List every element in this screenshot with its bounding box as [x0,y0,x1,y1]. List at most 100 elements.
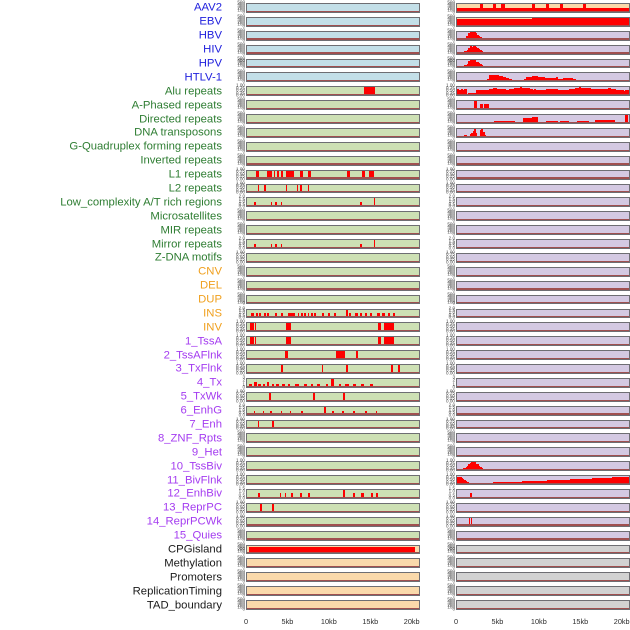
bar [479,104,482,110]
bar [467,49,469,54]
bar [500,75,502,82]
baseline [247,482,419,484]
bar [621,18,624,26]
bar [563,479,565,484]
y-tick-label: 200 [447,144,455,150]
y-axis: 500 400 300 200 100 0 [226,42,246,57]
bar [474,462,476,471]
track-label-10-tssbiv: 10_TssBiv [170,460,223,473]
bar [545,77,548,82]
bar [518,87,521,96]
y-tick-label: 200 [447,561,455,567]
bar [543,7,545,12]
y-tick-label: 1.00 [236,360,245,366]
bar [382,313,385,318]
track-left-promoters: 500 400 300 200 100 0 [226,569,420,584]
bar [373,198,376,207]
baseline [247,191,419,193]
track-label-9-het: 9_Het [191,446,222,459]
plot-area [246,127,420,138]
bar [524,118,527,123]
y-tick-label: 100 [447,549,455,555]
track-label-6-enhg: 6_EnhG [180,404,222,417]
bar [458,19,461,26]
bar [577,7,580,12]
bar [465,467,468,471]
bar [607,7,610,12]
y-tick-label: 2.0 [448,402,455,408]
bar [502,4,505,12]
y-tick-label: 100 [237,21,245,27]
y-tick-label: 200 [447,47,455,53]
plot-area [246,280,420,291]
bar [590,478,593,484]
bar [535,116,538,123]
y-tick-label: 300 [447,281,455,287]
y-tick-label: 0.25 [446,395,455,401]
bar [468,33,471,40]
plot-area [456,447,630,458]
bar [471,31,474,40]
y-axis: 1.00 0.75 0.50 0.25 0.00 [226,250,246,265]
bar [596,119,598,123]
bar [555,18,558,26]
y-tick-label: 100 [447,7,455,13]
y-tick-label: 0 [452,231,455,237]
track-right-15-quies: 500 400 300 200 100 0 [436,528,630,543]
bar [254,323,257,332]
track-left-mir-repeats: 500 400 300 200 100 0 [226,222,420,237]
y-tick-label: 500 [447,13,455,19]
track-right-6-enhg: 2.0 1.5 1.0 0.5 0.0 [436,402,630,418]
plot-area [246,336,420,347]
bar [588,18,591,26]
bar-layer [247,170,419,179]
bar [462,89,465,96]
y-tick-label: 0 [242,106,245,112]
bar [391,365,393,373]
bar [275,313,278,318]
bar [501,89,504,96]
bar [462,479,465,484]
bar [474,101,476,110]
bar [492,19,495,26]
bar [571,479,574,484]
bar [555,89,558,96]
y-tick-label: 0.75 [236,321,245,327]
bar [521,87,524,96]
y-tick-label: 500 [237,69,245,75]
bar [308,170,312,179]
y-tick-label: 1.00 [446,346,455,352]
y-tick-label: 1.5 [448,485,455,491]
bar [299,170,303,179]
y-tick-label: 200 [237,602,245,608]
track-label-low-complexity-a-t-rich-regions: Low_complexity A/T rich regions [60,196,222,209]
baseline [457,385,629,387]
track-left-htlv-1: 500 400 300 200 100 0 [226,70,420,84]
bar [613,477,615,484]
bar [522,87,525,96]
y-tick-label: 300 [237,114,245,120]
bar [510,7,512,12]
bar [558,18,561,26]
y-tick-label: 1.00 [446,332,455,338]
baseline [247,218,419,221]
y-tick-label: 100 [237,215,245,221]
bar [254,337,257,346]
baseline [457,52,629,54]
y-tick-label: 300 [237,128,245,134]
track-left-z-dna-motifs: 1.00 0.75 0.50 0.25 0.00 [226,250,420,265]
bar [495,74,498,82]
bar [346,365,348,373]
baseline [247,510,419,512]
bar [535,76,538,82]
y-tick-label: 100 [447,118,455,124]
y-tick-label: 200 [237,158,245,164]
y-tick-label: 0.25 [236,354,245,360]
bar [494,74,496,82]
y-tick-label: 500 [447,555,455,561]
y-tick-label: 500 [237,430,245,436]
bar [512,7,515,12]
y-axis: 500 400 300 200 100 0 [436,13,456,29]
y-tick-label: 500 [237,96,245,102]
